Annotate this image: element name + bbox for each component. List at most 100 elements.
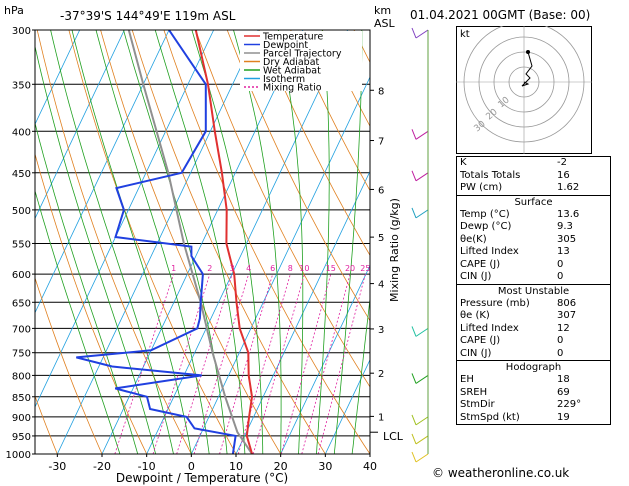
- temperature-tick-label: 30: [318, 460, 332, 473]
- pressure-tick-label: 450: [12, 169, 31, 180]
- dry-adiabat-line: [226, 30, 370, 322]
- index-label: StmDir: [460, 399, 495, 410]
- wet-adiabat-line: [333, 30, 363, 454]
- index-label: θe (K): [460, 310, 490, 321]
- index-label: θe(K): [460, 233, 487, 245]
- asl-label: ASL: [374, 17, 396, 30]
- isotherm-line: [35, 30, 215, 408]
- mixing-ratio-label: 15: [326, 264, 336, 273]
- index-value: 0: [557, 271, 564, 282]
- index-label: StmSpd (kt): [460, 411, 520, 423]
- index-value: 806: [557, 297, 577, 309]
- dry-adiabat-line: [35, 276, 103, 454]
- wind-barb-flag: [411, 129, 417, 140]
- mixing-ratio-line: [317, 274, 366, 454]
- legend-label: Mixing Ratio: [263, 83, 322, 94]
- index-value: 1.62: [557, 182, 580, 193]
- wind-barb-flag: [411, 451, 417, 463]
- km-tick-label: 8: [378, 86, 384, 97]
- wind-barb: [415, 453, 429, 463]
- index-row: Temp (°C) 13.6: [457, 209, 610, 222]
- index-value: 19: [557, 411, 570, 423]
- isotherm-line: [35, 30, 81, 126]
- pressure-tick-label: 700: [12, 324, 31, 335]
- km-label: km: [374, 4, 391, 17]
- pressure-tick-label: 500: [12, 206, 31, 217]
- mixing-ratio-label: 8: [288, 264, 293, 273]
- index-value: 305: [557, 233, 577, 245]
- wet-adiabat-line: [35, 44, 156, 454]
- km-tick-label: 6: [378, 185, 384, 196]
- index-label: Totals Totals: [460, 169, 521, 181]
- legend-label: Dry Adiabat: [263, 57, 320, 68]
- km-tick-label: 4: [378, 280, 384, 291]
- km-tick-label: 5: [378, 233, 384, 244]
- dry-adiabat-line: [100, 30, 282, 454]
- temperature-tick-label: -10: [138, 460, 156, 473]
- mixing-ratio-line: [176, 273, 233, 454]
- index-label: Pressure (mb): [460, 297, 530, 309]
- index-value: 9.3: [557, 221, 573, 232]
- index-label: CAPE (J): [460, 335, 501, 346]
- legend-label: Parcel Trajectory: [263, 49, 342, 60]
- legend-label: Dewpoint: [263, 40, 308, 51]
- temperature-tick-label: 20: [274, 460, 288, 473]
- km-tick-label: 2: [378, 369, 384, 380]
- index-value: 0: [557, 258, 564, 270]
- pressure-tick-label: 800: [12, 371, 31, 382]
- index-row: CIN (J) 0: [457, 348, 610, 361]
- index-value: 307: [557, 310, 577, 321]
- index-label: SREH: [460, 386, 488, 398]
- wind-barb: [415, 327, 429, 337]
- index-value: 12: [557, 322, 570, 334]
- mixing-ratio-line: [114, 273, 175, 454]
- index-label: CAPE (J): [460, 258, 501, 270]
- index-row: StmDir 229°: [457, 399, 610, 412]
- dry-adiabat-line: [290, 30, 370, 192]
- isotherm-line: [324, 358, 370, 454]
- legend-label: Isotherm: [263, 74, 305, 85]
- pressure-tick-label: 900: [12, 413, 31, 424]
- temperature-line: [194, 30, 254, 454]
- index-row: Pressure (mb) 806: [457, 298, 610, 311]
- wet-adiabat-line: [191, 30, 264, 454]
- credit-text: © weatheronline.co.uk: [432, 466, 570, 480]
- index-label: Lifted Index: [460, 322, 519, 334]
- mixing-ratio-label: 25: [360, 264, 370, 273]
- legend-label: Temperature: [262, 32, 323, 43]
- pressure-tick-label: 750: [12, 349, 31, 360]
- isotherm-line: [280, 264, 370, 454]
- wet-adiabat-line: [50, 30, 174, 454]
- mixing-ratio-label: 6: [270, 264, 275, 273]
- mixing-ratio-line: [193, 273, 250, 454]
- mixing-ratio-label: 10: [299, 264, 309, 273]
- index-row: CIN (J) 0: [457, 271, 610, 284]
- mixing-ratio-axis-label: Mixing Ratio (g/kg): [388, 198, 401, 302]
- dry-adiabat-line: [35, 395, 58, 454]
- index-row: StmSpd (kt) 19: [457, 412, 610, 425]
- index-label: CIN (J): [460, 347, 492, 359]
- wind-barb: [415, 435, 429, 445]
- location-title: -37°39'S 144°49'E 119m ASL: [60, 9, 236, 23]
- index-value: 0: [557, 347, 564, 359]
- index-label: PW (cm): [460, 182, 503, 193]
- pressure-tick-label: 650: [12, 298, 31, 309]
- wind-barb-flag: [411, 326, 417, 337]
- mixing-ratio-line: [237, 273, 291, 454]
- temperature-tick-label: 0: [188, 460, 195, 473]
- wet-adiabat-line: [35, 189, 121, 454]
- isotherm-line: [190, 76, 370, 454]
- wind-barb: [415, 416, 429, 426]
- hodograph: kt 10 20 30: [456, 26, 592, 154]
- dry-adiabat-line: [35, 152, 148, 454]
- index-label: K: [460, 157, 467, 168]
- wind-barb-flag: [411, 414, 417, 426]
- km-tick-label: 7: [378, 137, 384, 148]
- lcl-label: LCL: [383, 430, 404, 443]
- km-tick-label: 3: [378, 325, 384, 336]
- pressure-tick-label: 950: [12, 432, 31, 443]
- index-row: PW (cm) 1.62: [457, 182, 610, 195]
- index-label: Temp (°C): [460, 208, 510, 220]
- index-row: K -2: [457, 157, 610, 170]
